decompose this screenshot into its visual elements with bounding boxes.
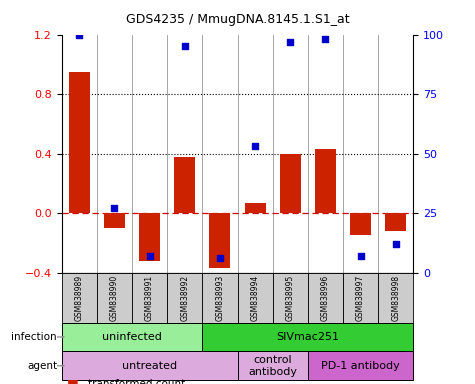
Bar xyxy=(104,213,125,228)
Text: transformed count: transformed count xyxy=(88,379,185,384)
Bar xyxy=(209,213,230,268)
Bar xyxy=(350,213,371,235)
Bar xyxy=(238,273,273,323)
Text: GSM838996: GSM838996 xyxy=(321,275,330,321)
Text: GSM838994: GSM838994 xyxy=(251,275,259,321)
Bar xyxy=(69,72,90,213)
Text: GSM838991: GSM838991 xyxy=(145,275,154,321)
Bar xyxy=(139,213,160,261)
Bar xyxy=(343,273,378,323)
Point xyxy=(76,31,83,38)
Point xyxy=(216,255,224,262)
Bar xyxy=(62,323,202,351)
Point xyxy=(111,205,118,212)
Text: GSM838995: GSM838995 xyxy=(286,275,294,321)
Text: untreated: untreated xyxy=(122,361,177,371)
Point xyxy=(392,241,399,247)
Text: GSM838993: GSM838993 xyxy=(216,275,224,321)
Point xyxy=(251,143,259,149)
Bar xyxy=(97,273,132,323)
Text: control
antibody: control antibody xyxy=(248,355,297,377)
Point xyxy=(357,253,364,259)
Bar xyxy=(202,273,238,323)
Text: GSM838990: GSM838990 xyxy=(110,275,119,321)
Point xyxy=(286,39,294,45)
Bar xyxy=(308,351,413,380)
Bar xyxy=(273,273,308,323)
Text: ■: ■ xyxy=(66,377,78,384)
Point xyxy=(322,36,329,42)
Text: PD-1 antibody: PD-1 antibody xyxy=(321,361,400,371)
Point xyxy=(181,43,189,50)
Bar xyxy=(62,351,238,380)
Text: GSM838992: GSM838992 xyxy=(180,275,189,321)
Point xyxy=(146,253,153,259)
Bar xyxy=(315,149,336,213)
Text: SIVmac251: SIVmac251 xyxy=(276,332,339,342)
Bar xyxy=(238,351,308,380)
Bar xyxy=(174,157,195,213)
Bar xyxy=(132,273,167,323)
Bar xyxy=(245,203,266,213)
Bar xyxy=(62,273,97,323)
Bar xyxy=(308,273,343,323)
Bar xyxy=(202,323,413,351)
Text: agent: agent xyxy=(27,361,57,371)
Text: GSM838998: GSM838998 xyxy=(391,275,400,321)
Text: infection: infection xyxy=(11,332,57,342)
Bar xyxy=(378,273,413,323)
Text: GDS4235 / MmugDNA.8145.1.S1_at: GDS4235 / MmugDNA.8145.1.S1_at xyxy=(126,13,349,26)
Text: GSM838997: GSM838997 xyxy=(356,275,365,321)
Bar xyxy=(167,273,202,323)
Text: GSM838989: GSM838989 xyxy=(75,275,84,321)
Bar xyxy=(385,213,406,231)
Text: uninfected: uninfected xyxy=(102,332,162,342)
Bar xyxy=(280,154,301,213)
